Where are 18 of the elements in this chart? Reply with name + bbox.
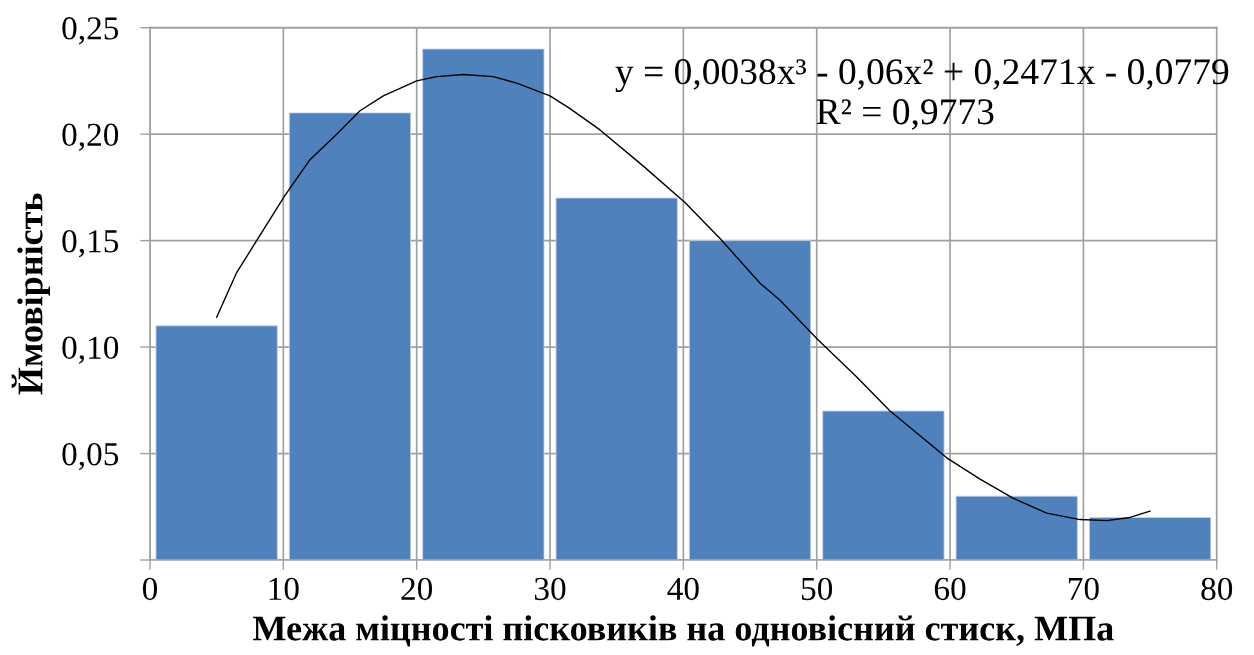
y-tick-label: 0,10 [62, 336, 119, 364]
y-tick-label: 0,05 [62, 442, 119, 471]
y-tick-label: 0,25 [62, 17, 119, 45]
x-tick-label: 10 [269, 577, 299, 601]
y-axis-title: Ймовірність [11, 193, 50, 395]
x-tick-label: 40 [667, 577, 699, 601]
annotation: R² = 0,9773 [816, 99, 994, 130]
x-tick-label: 80 [1201, 577, 1233, 601]
annotation: y = 0,0038x³ - 0,06x² + 0,2471x - 0,0779 [615, 59, 1229, 93]
x-tick-label: 30 [534, 577, 566, 601]
x-tick-label: 0 [142, 577, 158, 601]
y-tick-label: 0,15 [62, 230, 119, 258]
x-tick-label: 20 [401, 577, 433, 601]
x-axis-title: Межа міцності пісковиків на одновісний стиск, МПа [253, 615, 1114, 647]
x-tick-label: 50 [801, 577, 833, 601]
y-tick-label: 0,20 [62, 123, 119, 151]
x-tick-label: 70 [1068, 577, 1099, 601]
x-tick-label: 60 [934, 577, 966, 601]
